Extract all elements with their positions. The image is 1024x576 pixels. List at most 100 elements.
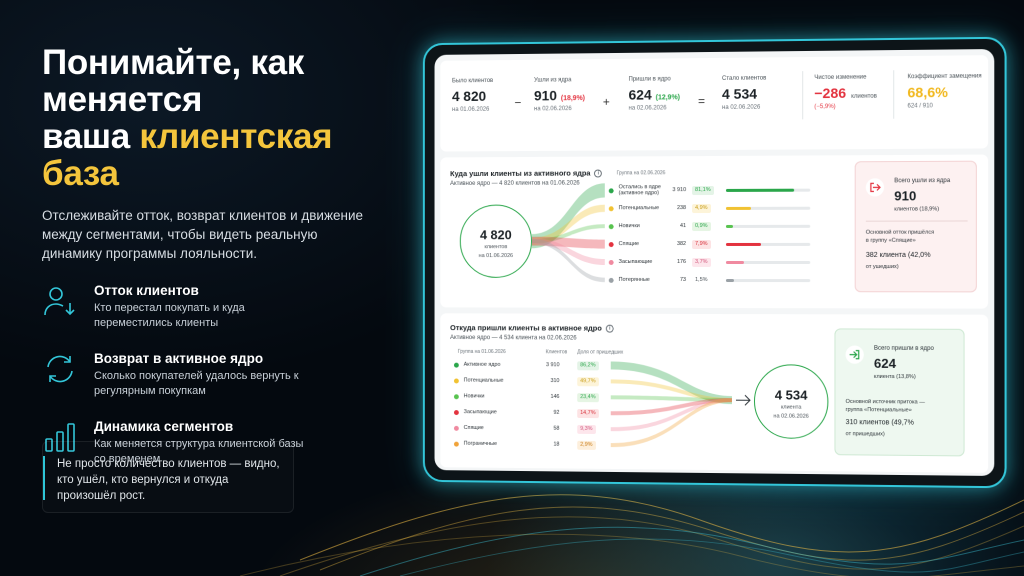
row-label: Остались в ядре (активное ядро) [619,184,661,196]
inflow-total-circle: 4 534 клиента на 02.06.2026 [754,364,828,439]
row-count: 3 910 [664,184,686,196]
inflow-row: Засыпающие 92 14,7% [440,406,636,419]
feature-text: Сколько покупателей удалось вернуть к ре… [94,369,314,399]
feature-text: Кто перестал покупать и куда переместили… [94,301,314,331]
row-share-badge: 86,2% [577,361,598,370]
row-label: Спящие [464,422,484,434]
row-label: Пограничные [464,438,497,450]
share-bar-fill [726,188,794,191]
hero-column: Понимайте, как меняется ваша клиентская … [42,44,402,467]
stat-ratio: Коэффициент замещения 68,6% 624 / 910 [907,73,981,109]
legend-dot [454,441,459,446]
legend-dot [454,425,459,430]
exit-icon [866,178,884,196]
legend-dot [609,277,614,282]
legend-dot [609,260,614,265]
row-share-badge: 14,7% [577,409,598,418]
row-count: 310 [538,375,560,387]
legend-dot [609,188,614,193]
outflow-row: Остались в ядре (активное ядро) 3 910 81,1% [440,183,846,196]
feature-title: Отток клиентов [94,283,314,298]
share-bar [726,206,810,209]
inflow-row: Новички 146 23,4% [440,390,636,403]
row-label: Засыпающие [619,256,653,268]
row-label: Спящие [619,238,639,250]
row-share-badge: 9,3% [577,424,595,433]
row-share-badge: 0,9% [692,221,710,230]
row-share-badge: 3,7% [692,258,710,267]
feature-title: Возврат в активное ядро [94,351,314,366]
operator-minus: − [514,96,521,110]
legend-dot [609,224,614,229]
arrow-right-icon [736,395,750,405]
operator-equals: = [698,94,705,108]
row-label: Потенциальные [464,375,504,387]
share-bar-fill [726,224,733,227]
dashboard-screen: Было клиентов 4 820 на 01.06.2026 − Ушли… [435,49,995,476]
divider [893,70,894,118]
divider [802,71,803,119]
row-count: 176 [664,256,686,268]
inflow-panel: Откуда пришли клиенты в активное ядро i А… [440,313,988,473]
share-bar [726,224,810,227]
feature-return: Возврат в активное ядро Сколько покупате… [42,351,402,399]
headline: Понимайте, как меняется ваша клиентская … [42,44,402,192]
row-count: 3 910 [538,359,560,371]
row-label: Потерянные [619,274,650,286]
operator-plus: + [603,95,610,109]
enter-icon [846,346,864,364]
row-label: Новички [619,220,640,232]
stat-was: Было клиентов 4 820 на 01.06.2026 [452,78,493,113]
inflow-row: Активное ядро 3 910 86,2% [440,359,636,372]
row-share-badge: 49,7% [577,377,598,386]
row-share-badge: 7,9% [692,239,710,248]
stats-bar: Было клиентов 4 820 на 01.06.2026 − Ушли… [440,55,988,151]
row-label: Новички [464,390,485,402]
legend-dot [454,378,459,383]
share-bar [726,279,810,282]
row-count: 238 [664,202,686,214]
share-bar-fill [726,260,744,263]
share-bar-fill [726,242,761,245]
share-bar [726,260,810,263]
lead-text: Отслеживайте отток, возврат клиентов и д… [42,206,372,263]
row-label: Засыпающие [464,406,497,418]
stat-net: Чистое изменение −286 клиентов (−5,9%) [814,74,877,110]
legend-dot [454,362,459,367]
row-share-badge: 81,1% [692,185,714,194]
row-count: 41 [664,220,686,232]
row-count: 382 [664,238,686,250]
row-share-badge: 23,4% [577,393,598,402]
feature-churn: Отток клиентов Кто перестал покупать и к… [42,283,402,331]
stat-now: Стало клиентов 4 534 на 02.06.2026 [722,75,766,110]
outflow-row: Потерянные 73 1,5% [440,274,846,286]
outflow-row: Потенциальные 238 4,9% [440,202,846,215]
feature-title: Динамика сегментов [94,419,314,434]
tablet-frame: Было клиентов 4 820 на 01.06.2026 − Ушли… [423,37,1007,489]
row-label: Потенциальные [619,202,659,214]
row-count: 58 [538,423,560,435]
legend-dot [609,242,614,247]
legend-dot [609,206,614,211]
legend-dot [454,410,459,415]
outflow-row: Новички 41 0,9% [440,220,846,233]
row-count: 92 [538,407,560,419]
row-share-badge: 4,9% [692,203,710,212]
stat-left: Ушли из ядра 910 (18,9%) на 02.06.2026 [534,77,585,112]
stat-came: Пришли в ядро 624 (12,9%) на 02.06.2026 [629,76,680,111]
user-down-icon [42,283,78,319]
row-label: Активное ядро [464,359,501,371]
outflow-row: Спящие 382 7,9% [440,238,846,250]
refresh-icon [42,351,78,387]
note-box: Не просто количество клиентов — видно, к… [42,441,294,513]
row-share-badge: 1,5% [692,275,710,284]
inflow-summary-card: Всего пришли в ядро 624 клиента (13,8%) … [834,328,964,456]
inflow-row: Пограничные 18 2,9% [440,438,636,452]
share-bar [726,188,810,191]
share-bar [726,242,810,245]
inflow-row: Спящие 58 9,3% [440,422,636,436]
outflow-summary-card: Всего ушли из ядра 910 клиентов (18,9%) … [855,161,977,293]
divider [866,220,968,221]
row-share-badge: 2,9% [577,440,595,449]
outflow-panel: Куда ушли клиенты из активного ядра i Акт… [440,155,988,309]
